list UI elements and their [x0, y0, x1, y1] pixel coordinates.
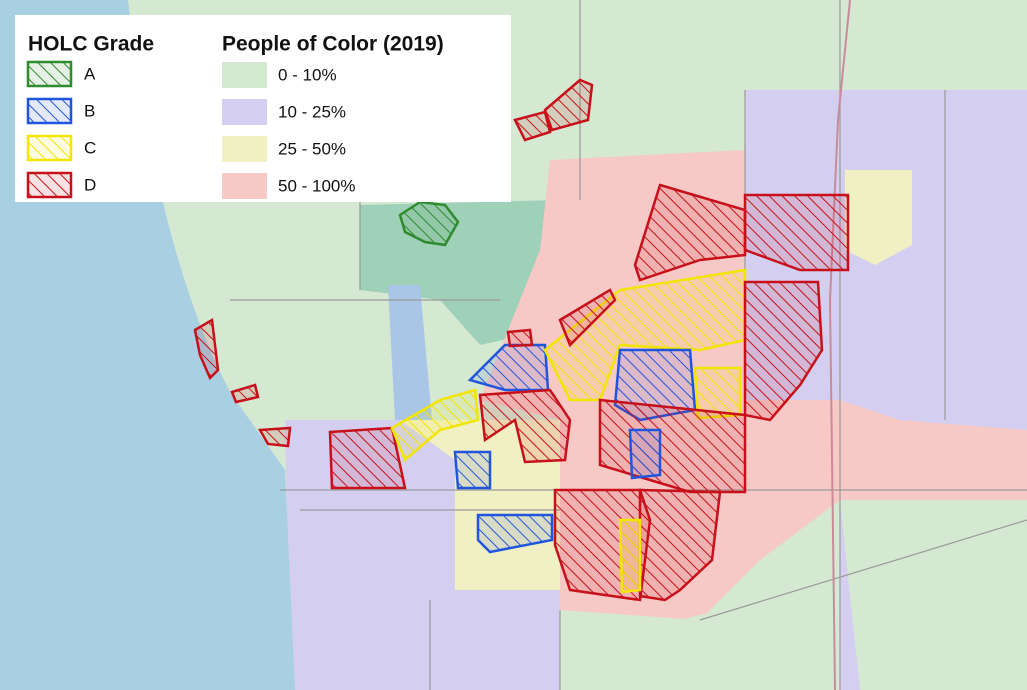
legend-label: B [84, 101, 95, 120]
legend-title: HOLC Grade [28, 33, 154, 56]
holc-area [398, 200, 460, 247]
holc-area [543, 268, 747, 402]
region-south [400, 420, 560, 590]
legend-swatch [222, 99, 267, 125]
holc-area [193, 317, 292, 448]
holc-area [476, 513, 554, 554]
holc-area [638, 488, 722, 602]
lake [360, 200, 560, 345]
holc-area [628, 428, 662, 480]
holc-area [618, 518, 642, 594]
legend-label: 50 - 100% [278, 176, 356, 195]
holc-area [478, 388, 572, 464]
legend-label: D [84, 175, 96, 194]
holc-area [390, 388, 480, 463]
legend-label: 0 - 10% [278, 65, 337, 84]
holc-area [453, 450, 492, 490]
legend-swatch [222, 62, 267, 88]
region-southeast [840, 500, 1027, 690]
land-north [745, 0, 1027, 90]
legend-title: People of Color (2019) [222, 33, 444, 56]
legend-label: A [84, 64, 96, 83]
legend-label: C [84, 138, 96, 157]
legend-label: 25 - 50% [278, 139, 346, 158]
legend-swatch [222, 136, 267, 162]
legend-swatch [26, 171, 73, 199]
legend-swatch [26, 97, 73, 125]
legend-swatch [26, 60, 73, 88]
legend-swatch [222, 173, 267, 199]
legend-swatch [26, 134, 73, 162]
holc-area [467, 343, 550, 392]
legend-label: 10 - 25% [278, 102, 346, 121]
channel [388, 285, 432, 420]
region-northeast [845, 170, 912, 265]
holc-area [743, 193, 850, 272]
holc-area [328, 426, 407, 490]
region-south-green [630, 600, 800, 690]
holc-area [513, 78, 594, 142]
holc-area [506, 288, 617, 348]
holc-areas [193, 78, 850, 602]
